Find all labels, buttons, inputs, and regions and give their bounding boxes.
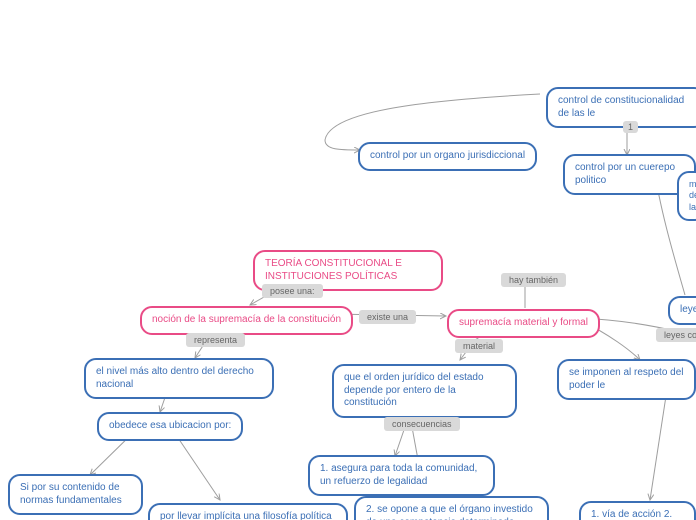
label-posee-una: posee una: xyxy=(262,284,323,298)
node-asegura[interactable]: 1. asegura para toda la comunidad, un re… xyxy=(308,455,495,496)
label-hay-tambien: hay también xyxy=(501,273,566,287)
label-representa: representa xyxy=(186,333,245,347)
label-one: 1 xyxy=(623,121,638,133)
node-nocion[interactable]: noción de la supremacía de la constituci… xyxy=(140,306,353,335)
label-consecuencias: consecuencias xyxy=(384,417,460,431)
node-via-accion[interactable]: 1. vía de acción 2. via de ex xyxy=(579,501,696,520)
node-si-contenido[interactable]: Si por su contenido de normas fundamenta… xyxy=(8,474,143,515)
node-obedece[interactable]: obedece esa ubicacion por: xyxy=(97,412,243,441)
node-por-llevar[interactable]: por llevar implícita una filosofía polít… xyxy=(148,503,348,520)
node-mec[interactable]: mecde la xyxy=(677,171,696,221)
concept-map-canvas: control de constitucionalidad de las le … xyxy=(0,0,696,520)
node-orden[interactable]: que el orden jurídico del estado depende… xyxy=(332,364,517,418)
node-control-constitucionalidad[interactable]: control de constitucionalidad de las le xyxy=(546,87,696,128)
node-supremacia-mf[interactable]: supremacía material y formal xyxy=(447,309,600,338)
label-material: material xyxy=(455,339,503,353)
node-se-imponen[interactable]: se imponen al respeto del poder le xyxy=(557,359,696,400)
label-leyes-cons: leyes cons xyxy=(656,328,696,342)
node-leyes[interactable]: leyes xyxy=(668,296,696,325)
node-control-jurisdiccional[interactable]: control por un organo jurisdiccional xyxy=(358,142,537,171)
node-nivel[interactable]: el nivel más alto dentro del derecho nac… xyxy=(84,358,274,399)
node-se-opone[interactable]: 2. se opone a que el órgano investido de… xyxy=(354,496,549,520)
label-existe-una: existe una xyxy=(359,310,416,324)
